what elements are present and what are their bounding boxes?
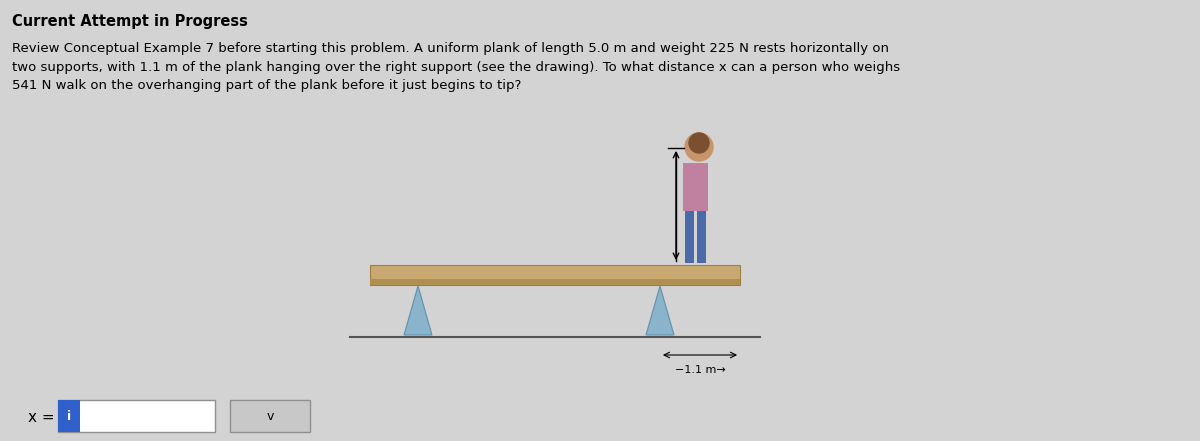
Polygon shape [646, 286, 674, 335]
Text: Review Conceptual Example 7 before starting this problem. A uniform plank of len: Review Conceptual Example 7 before start… [12, 42, 900, 92]
Text: v: v [266, 410, 274, 422]
FancyBboxPatch shape [370, 265, 740, 285]
FancyBboxPatch shape [683, 163, 708, 211]
FancyBboxPatch shape [58, 400, 80, 432]
FancyBboxPatch shape [697, 211, 706, 263]
FancyBboxPatch shape [685, 211, 694, 263]
FancyBboxPatch shape [230, 400, 310, 432]
Circle shape [685, 133, 713, 161]
FancyBboxPatch shape [58, 400, 215, 432]
Text: i: i [67, 410, 71, 422]
Text: −1.1 m→: −1.1 m→ [674, 365, 725, 375]
Text: Current Attempt in Progress: Current Attempt in Progress [12, 14, 248, 29]
Circle shape [689, 133, 709, 153]
Polygon shape [404, 286, 432, 335]
FancyBboxPatch shape [370, 279, 740, 285]
Text: x =: x = [28, 410, 55, 425]
